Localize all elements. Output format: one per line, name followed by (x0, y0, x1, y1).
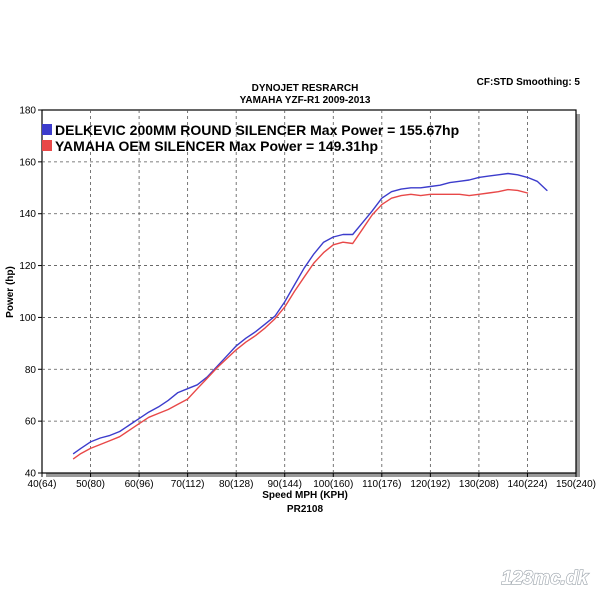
y-tick-label: 140 (19, 209, 36, 220)
y-tick-label: 80 (25, 365, 37, 376)
x-tick-label: 150(240) (556, 479, 596, 490)
y-tick-label: 160 (19, 157, 36, 168)
grid-lines (42, 110, 576, 473)
x-tick-label: 50(80) (76, 479, 105, 490)
y-tick-label: 60 (25, 417, 37, 428)
x-tick-label: 100(160) (313, 479, 353, 490)
plot-area (41, 109, 577, 474)
x-axis-ticks: 40(64) 50(80) 60(96) 70(112) 80(128) 90(144) 1… (28, 473, 596, 490)
legend-label-delkevic: DELKEVIC 200MM ROUND SILENCER Max Power … (55, 122, 459, 138)
series-line-delkevic (72, 172, 548, 455)
y-axis-ticks: 40 60 80 100 120 140 160 180 (19, 106, 42, 480)
legend-label-yamaha: YAMAHA OEM SILENCER Max Power = 149.31hp (55, 138, 378, 154)
legend-swatch-yamaha (42, 140, 52, 151)
x-tick-label: 90(144) (267, 479, 301, 490)
x-tick-label: 60(96) (125, 479, 154, 490)
y-tick-label: 120 (19, 261, 36, 272)
x-tick-label: 140(224) (507, 479, 547, 490)
x-axis-label: Speed MPH (KPH) (262, 490, 348, 501)
y-tick-label: 100 (19, 313, 36, 324)
x-tick-label: 110(176) (362, 479, 401, 490)
x-tick-label: 130(208) (459, 479, 499, 490)
y-tick-label: 40 (25, 469, 37, 480)
legend-swatch-delkevic (42, 124, 52, 135)
chart-title-line-1: DYNOJET RESRARCH (252, 83, 359, 94)
y-tick-label: 180 (19, 106, 36, 117)
x-tick-label: 120(192) (410, 479, 450, 490)
series-group (72, 172, 548, 460)
watermark-text: 123mc.dk (501, 568, 589, 589)
series-line-yamaha-oem (72, 188, 529, 460)
x-axis-sublabel: PR2108 (287, 504, 324, 515)
chart-title-line-2: YAMAHA YZF-R1 2009-2013 (240, 95, 371, 106)
legend: DELKEVIC 200MM ROUND SILENCER Max Power … (42, 122, 459, 154)
x-tick-label: 40(64) (28, 479, 57, 490)
chart-settings-text: CF:STD Smoothing: 5 (477, 77, 581, 88)
x-tick-label: 80(128) (219, 479, 253, 490)
y-axis-label: Power (hp) (5, 266, 16, 318)
x-tick-label: 70(112) (171, 479, 205, 490)
